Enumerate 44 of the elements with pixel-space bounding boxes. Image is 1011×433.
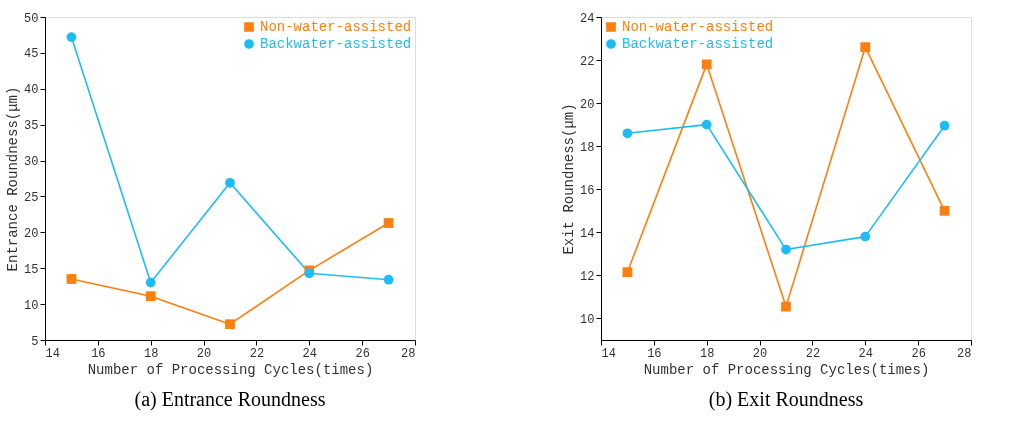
x-tick-label: 24 — [302, 346, 317, 361]
legend-label: Non-water-assisted — [622, 19, 774, 35]
x-tick-label: 20 — [196, 346, 212, 361]
y-tick-label: 25 — [24, 190, 39, 205]
x-tick-label: 28 — [401, 346, 416, 361]
x-tick-label: 16 — [91, 346, 106, 361]
y-tick-label: 45 — [24, 47, 39, 62]
y-tick-label: 10 — [580, 312, 595, 327]
y-tick-label: 5 — [31, 334, 39, 349]
x-tick-label: 14 — [601, 346, 616, 361]
y-tick-label: 40 — [24, 83, 39, 98]
y-tick-label: 20 — [24, 226, 39, 241]
text: (b) Exit Roundness — [708, 388, 864, 411]
legend-label: Non-water-assisted — [260, 19, 412, 35]
x-tick-label: 18 — [144, 346, 159, 361]
text: (a) Entrance Roundness — [134, 388, 326, 411]
y-tick-label: 35 — [24, 119, 39, 134]
x-tick-label: 26 — [355, 346, 370, 361]
x-axis-title: Number of Processing Cycles(times) — [643, 361, 930, 378]
x-tick-label: 20 — [752, 346, 768, 361]
x-tick-label: 16 — [647, 346, 662, 361]
x-tick-label: 18 — [700, 346, 715, 361]
x-axis-title: Number of Processing Cycles(times) — [87, 361, 374, 378]
x-tick-label: 22 — [249, 346, 265, 361]
x-tick-label: 14 — [45, 346, 60, 361]
legend-label: Backwater-assisted — [260, 36, 412, 52]
y-axis-title: Exit Roundness(μm) — [561, 103, 578, 255]
legend-label: Backwater-assisted — [622, 36, 774, 52]
y-tick-label: 30 — [24, 155, 39, 170]
y-tick-label: 24 — [580, 11, 595, 26]
y-tick-label: 18 — [580, 140, 595, 155]
x-tick-label: 26 — [911, 346, 926, 361]
x-tick-label: 22 — [805, 346, 821, 361]
y-tick-label: 20 — [580, 97, 595, 112]
y-axis-title: Entrance Roundness(μm) — [5, 86, 22, 272]
y-tick-label: 16 — [580, 183, 595, 198]
y-tick-label: 15 — [24, 262, 39, 277]
y-tick-label: 22 — [580, 54, 595, 69]
y-tick-label: 14 — [580, 226, 595, 241]
y-tick-label: 50 — [24, 11, 39, 26]
y-tick-label: 12 — [580, 269, 595, 284]
y-tick-label: 10 — [24, 298, 39, 313]
x-tick-label: 24 — [858, 346, 873, 361]
x-tick-label: 28 — [957, 346, 972, 361]
